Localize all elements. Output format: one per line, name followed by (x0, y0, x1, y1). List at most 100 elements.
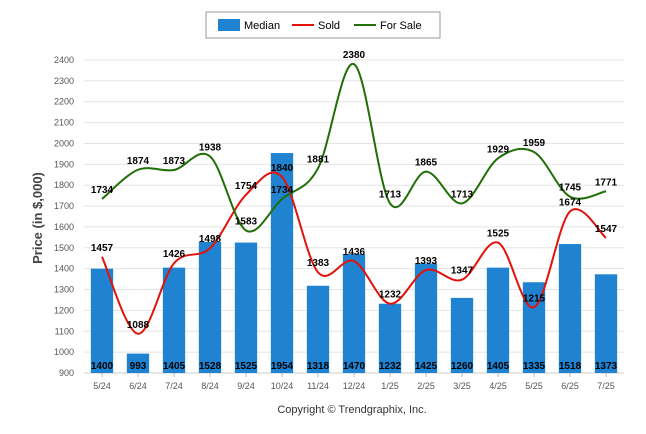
x-tick-label: 2/25 (417, 381, 435, 391)
line-value-label: 1754 (235, 181, 258, 192)
bar-value-label: 993 (130, 361, 147, 372)
line-value-label: 1865 (415, 158, 438, 169)
line-value-label: 1232 (379, 290, 402, 301)
x-tick-label: 3/25 (453, 381, 471, 391)
legend-label-for-sale: For Sale (380, 20, 422, 32)
bar-median (558, 244, 582, 373)
x-tick-label: 4/25 (489, 381, 507, 391)
line-value-label: 1547 (595, 224, 618, 235)
line-value-label: 1734 (91, 185, 114, 196)
bar-value-label: 1525 (235, 361, 258, 372)
line-value-label: 1088 (127, 320, 150, 331)
bar-median (234, 242, 258, 373)
y-tick-label: 1600 (54, 222, 74, 232)
legend-swatch-median (218, 19, 240, 31)
data-labels: 1400 993 1405 1528 1525 1954 1318 1470 1232 1425 1… (91, 50, 618, 372)
line-value-label: 1959 (523, 138, 546, 149)
line-value-label: 1393 (415, 256, 438, 267)
bar-median (90, 268, 114, 373)
median-bars (90, 153, 618, 373)
line-value-label: 1881 (307, 154, 330, 165)
bar-value-label: 1232 (379, 361, 402, 372)
line-value-label: 1674 (559, 197, 582, 208)
bar-value-label: 1518 (559, 361, 582, 372)
x-tick-label: 1/25 (381, 381, 399, 391)
x-tick-label: 5/24 (93, 381, 111, 391)
y-tick-label: 1700 (54, 201, 74, 211)
bar-median (450, 297, 474, 373)
bar-value-label: 1318 (307, 361, 330, 372)
legend-label-sold: Sold (318, 20, 340, 32)
line-value-label: 1938 (199, 142, 222, 153)
y-tick-label: 2000 (54, 138, 74, 148)
x-tick-label: 6/24 (129, 381, 147, 391)
x-tick-label: 10/24 (271, 381, 294, 391)
line-value-label: 1745 (559, 183, 582, 194)
line-value-label: 1383 (307, 258, 330, 269)
y-tick-label: 1400 (54, 264, 74, 274)
x-tick-label: 7/24 (165, 381, 183, 391)
line-value-label: 2380 (343, 50, 366, 61)
y-axis-title: Price (in $,000) (30, 172, 45, 264)
legend-box (205, 11, 441, 39)
bar-median (126, 353, 150, 373)
x-tick-label: 12/24 (343, 381, 366, 391)
y-tick-label: 1000 (54, 347, 74, 357)
x-tick-label: 6/25 (561, 381, 579, 391)
bar-value-label: 1260 (451, 361, 474, 372)
line-value-label: 1771 (595, 177, 618, 188)
bar-median (270, 153, 294, 373)
line-value-label: 1583 (235, 216, 258, 227)
y-tick-label: 1100 (55, 326, 74, 336)
x-axis-ticks: 5/24 6/24 7/24 8/24 9/24 10/24 11/24 12/24 1/25 2… (93, 373, 615, 391)
y-tick-label: 1900 (54, 159, 74, 169)
line-value-label: 1426 (163, 249, 186, 260)
y-tick-label: 1300 (54, 285, 74, 295)
line-for-sale (101, 63, 607, 233)
bar-median (162, 267, 186, 373)
y-tick-label: 900 (59, 368, 74, 378)
line-value-label: 1873 (163, 156, 186, 167)
line-sold (101, 171, 607, 335)
x-tick-label: 5/25 (525, 381, 543, 391)
line-value-label: 1498 (199, 234, 222, 245)
legend: Median Sold For Sale (205, 11, 441, 39)
bar-median (342, 254, 366, 373)
line-value-label: 1929 (487, 144, 510, 155)
bar-median (414, 263, 438, 373)
line-value-label: 1457 (91, 243, 114, 254)
bar-value-label: 1335 (523, 361, 546, 372)
line-value-label: 1713 (379, 189, 402, 200)
bar-median (306, 285, 330, 373)
y-tick-label: 2100 (54, 118, 74, 128)
line-value-label: 1734 (271, 185, 294, 196)
bar-value-label: 1400 (91, 361, 114, 372)
bar-median (378, 303, 402, 373)
y-tick-label: 1800 (54, 180, 74, 190)
bar-value-label: 1373 (595, 361, 618, 372)
y-tick-label: 1200 (54, 305, 74, 315)
bar-value-label: 1954 (271, 361, 294, 372)
line-value-label: 1215 (523, 293, 546, 304)
y-tick-label: 1500 (54, 243, 74, 253)
x-tick-label: 7/25 (597, 381, 615, 391)
bar-value-label: 1528 (199, 361, 222, 372)
line-value-label: 1874 (127, 156, 150, 167)
bar-value-label: 1405 (487, 361, 510, 372)
legend-label-median: Median (244, 20, 280, 32)
line-value-label: 1347 (451, 266, 474, 277)
x-tick-label: 8/24 (201, 381, 219, 391)
line-value-label: 1840 (271, 163, 294, 174)
line-value-label: 1525 (487, 229, 510, 240)
line-value-label: 1436 (343, 247, 366, 258)
bar-median (198, 241, 222, 373)
series-lines (101, 63, 607, 335)
y-axis-ticks: 900 1000 1100 1200 1300 1400 1500 1600 1700 1800 1… (54, 55, 74, 378)
bar-median (486, 267, 510, 373)
bar-value-label: 1470 (343, 361, 366, 372)
bar-median (594, 274, 618, 373)
y-tick-label: 2200 (54, 97, 74, 107)
x-tick-label: 11/24 (307, 381, 329, 391)
